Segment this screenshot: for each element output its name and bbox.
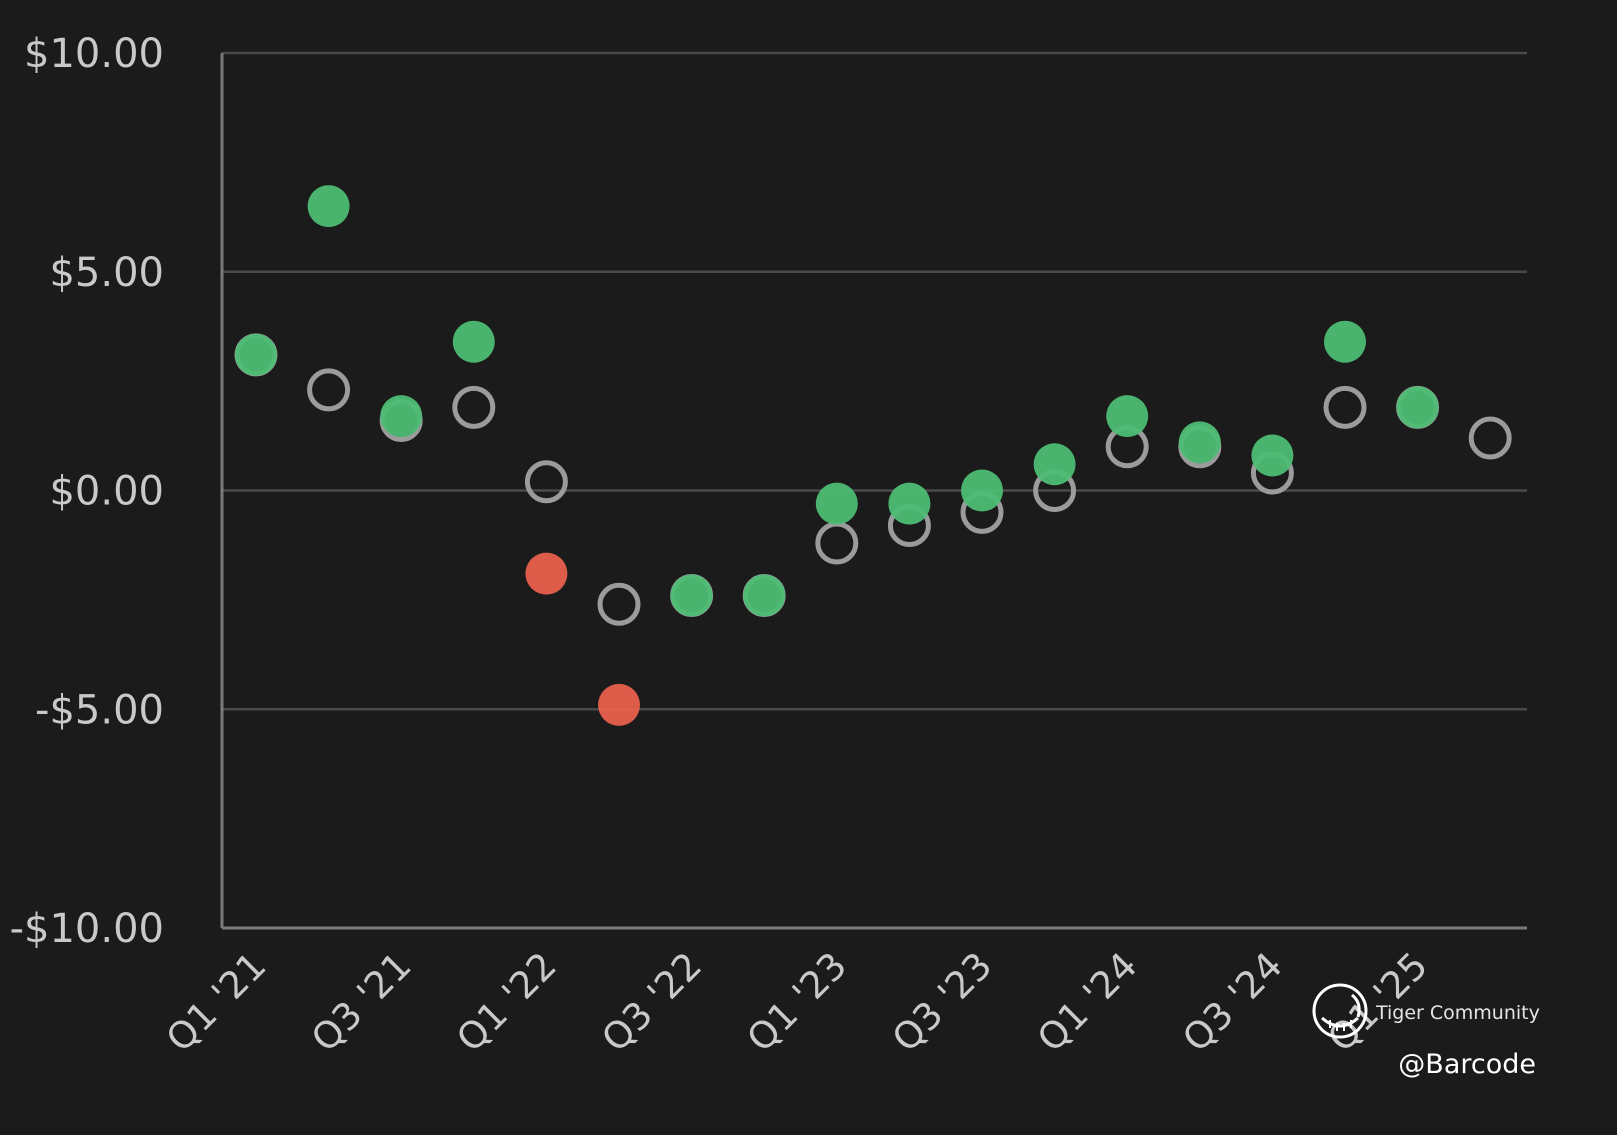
actual-point — [235, 333, 277, 376]
y-tick-label: -$5.00 — [35, 687, 164, 733]
estimate-point — [307, 368, 351, 412]
actual-point — [961, 469, 1003, 512]
estimate-point — [524, 460, 568, 504]
actual-point — [307, 185, 350, 228]
actual-point — [743, 574, 786, 617]
gridlines — [222, 51, 1527, 711]
x-tick-label: Q3 '24 — [1174, 944, 1290, 1060]
estimate-point — [452, 385, 496, 429]
y-tick-label: $5.00 — [49, 250, 164, 296]
watermark-brand: Tiger Community — [1375, 1002, 1540, 1024]
actual-point — [815, 482, 858, 525]
actual-point — [525, 552, 568, 595]
estimate-series — [234, 333, 1512, 626]
estimate-point — [815, 521, 859, 565]
watermark: Tiger Community @Barcode — [1312, 983, 1540, 1080]
y-axis-ticks: $10.00 $5.00 $0.00 -$5.00 -$10.00 — [10, 31, 164, 952]
x-tick-label: Q1 '21 — [158, 944, 274, 1060]
estimate-point — [1468, 416, 1512, 460]
actual-point — [1396, 386, 1439, 429]
actual-point — [888, 482, 931, 525]
axes — [220, 53, 1527, 930]
actual-point — [452, 320, 495, 363]
chart-svg: $10.00$5.00$0.00-$5.00-$10.00 Q1 '21 Q3 '… — [10, 31, 1540, 1080]
x-tick-label: Q3 '23 — [884, 944, 1000, 1060]
actual-point — [1178, 421, 1221, 464]
actual-point — [1251, 434, 1294, 477]
actual-point — [598, 683, 640, 726]
actual-point — [1106, 395, 1149, 438]
x-tick-label: Q3 '21 — [303, 944, 419, 1060]
eps-scatter-chart: $10.00 $5.00 $0.00 -$5.00 -$10.00 Q1 '21 Q3 '… — [10, 31, 1540, 1080]
actual-point — [380, 395, 423, 438]
x-tick-label: Q1 '23 — [739, 944, 855, 1060]
actual-point — [1324, 320, 1366, 363]
estimate-point — [597, 582, 641, 626]
y-tick-label: -$10.00 — [10, 906, 164, 952]
actual-point — [670, 574, 713, 617]
y-tick-label: $10.00 — [24, 31, 164, 77]
x-tick-label: Q1 '22 — [448, 944, 564, 1060]
tiger-logo-icon — [1312, 983, 1368, 1039]
x-tick-label: Q1 '24 — [1029, 944, 1145, 1060]
actual-series — [235, 185, 1439, 726]
estimate-point — [1323, 385, 1367, 429]
x-axis-ticks: Q1 '21 Q3 '21 Q1 '22 Q3 '22 Q1 '23 Q3 '23 Q1 '… — [158, 944, 1436, 1060]
actual-point — [1033, 443, 1076, 486]
x-tick-label: Q3 '22 — [594, 944, 710, 1060]
watermark-handle: @Barcode — [1398, 1049, 1536, 1080]
y-tick-label: $0.00 — [49, 469, 164, 515]
